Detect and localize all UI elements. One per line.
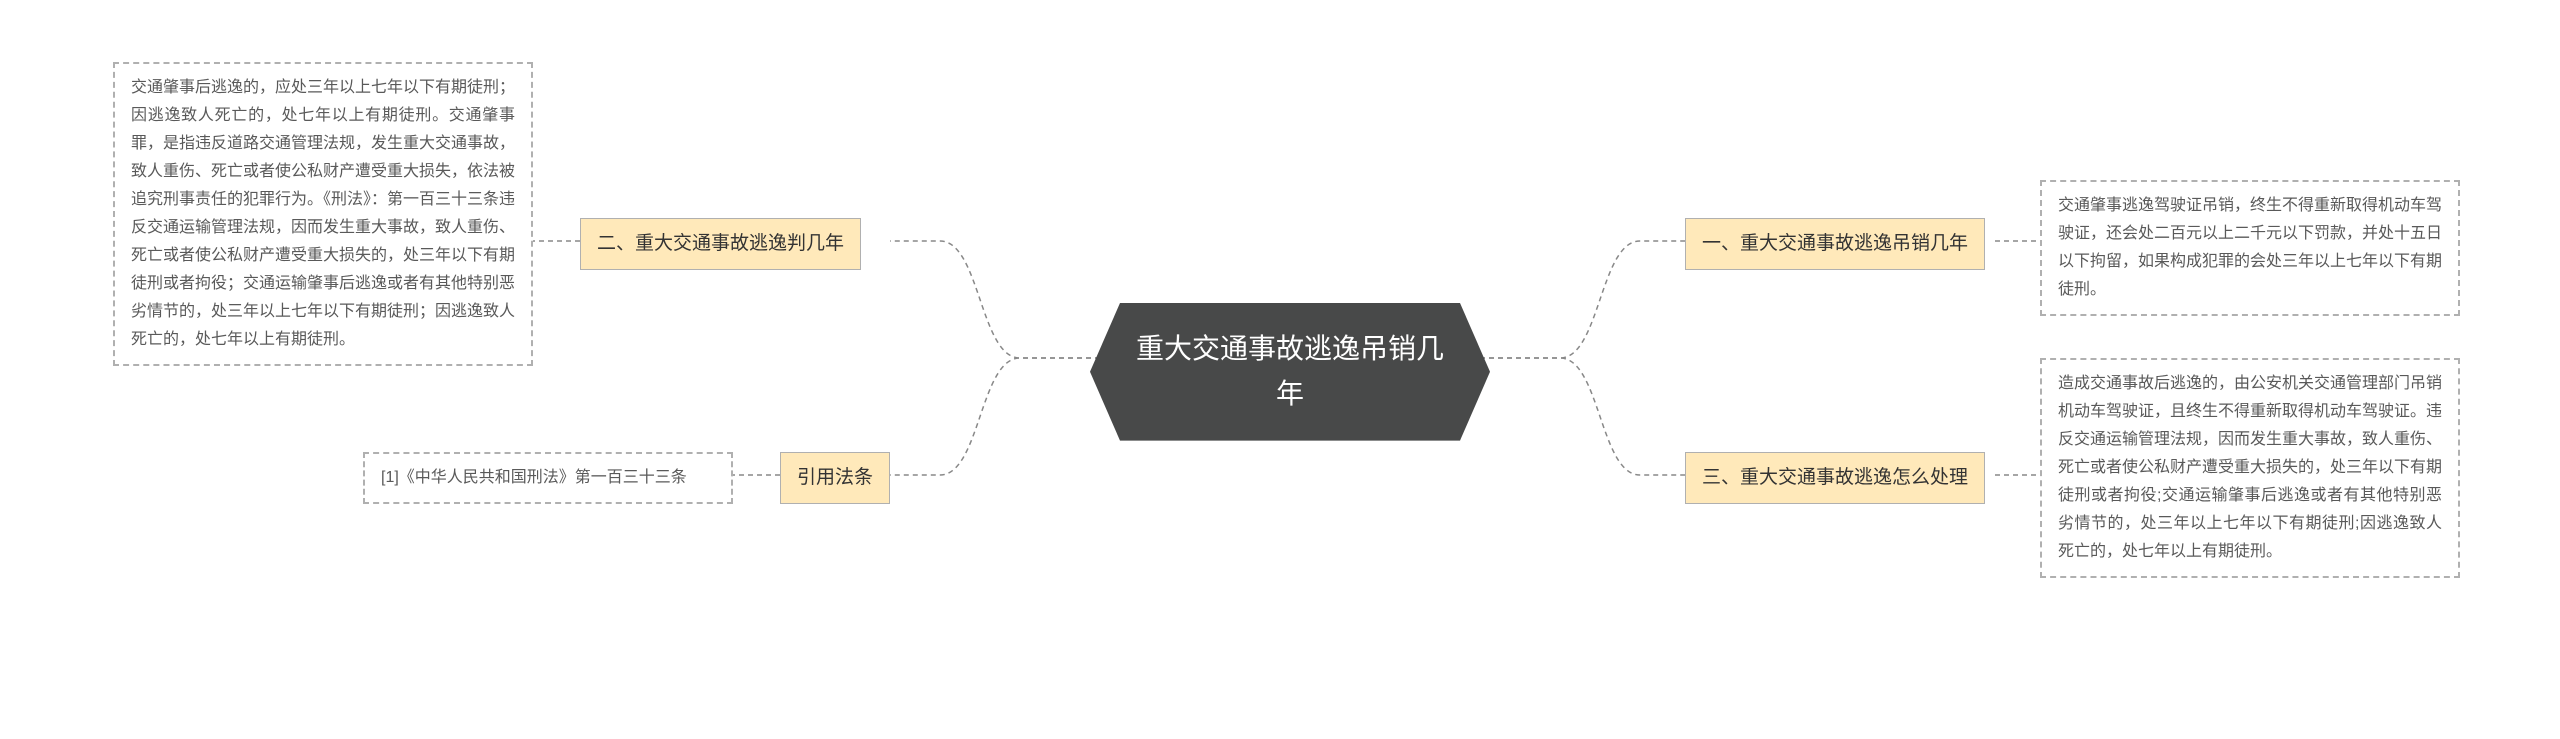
citation-detail: [1]《中华人民共和国刑法》第一百三十三条 xyxy=(363,452,733,504)
topic-1-label: 一、重大交通事故逃逸吊销几年 xyxy=(1702,233,1968,254)
detail-3-text: 造成交通事故后逃逸的，由公安机关交通管理部门吊销机动车驾驶证，且终生不得重新取得… xyxy=(2058,375,2442,560)
detail-2: 交通肇事后逃逸的，应处三年以上七年以下有期徒刑；因逃逸致人死亡的，处七年以上有期… xyxy=(113,62,533,366)
detail-1: 交通肇事逃逸驾驶证吊销，终生不得重新取得机动车驾驶证，还会处二百元以上二千元以下… xyxy=(2040,180,2460,316)
detail-1-text: 交通肇事逃逸驾驶证吊销，终生不得重新取得机动车驾驶证，还会处二百元以上二千元以下… xyxy=(2058,197,2442,298)
topic-2-label: 二、重大交通事故逃逸判几年 xyxy=(597,233,844,254)
topic-3-label: 三、重大交通事故逃逸怎么处理 xyxy=(1702,467,1968,488)
center-node: 重大交通事故逃逸吊销几年 xyxy=(1090,303,1490,441)
detail-3: 造成交通事故后逃逸的，由公安机关交通管理部门吊销机动车驾驶证，且终生不得重新取得… xyxy=(2040,358,2460,578)
detail-2-text: 交通肇事后逃逸的，应处三年以上七年以下有期徒刑；因逃逸致人死亡的，处七年以上有期… xyxy=(131,79,515,348)
topic-2: 二、重大交通事故逃逸判几年 xyxy=(580,218,861,270)
topic-1: 一、重大交通事故逃逸吊销几年 xyxy=(1685,218,1985,270)
citation-label: 引用法条 xyxy=(797,467,873,488)
center-title: 重大交通事故逃逸吊销几年 xyxy=(1136,333,1444,409)
topic-3: 三、重大交通事故逃逸怎么处理 xyxy=(1685,452,1985,504)
citation-detail-text: [1]《中华人民共和国刑法》第一百三十三条 xyxy=(381,469,687,486)
citation-topic: 引用法条 xyxy=(780,452,890,504)
